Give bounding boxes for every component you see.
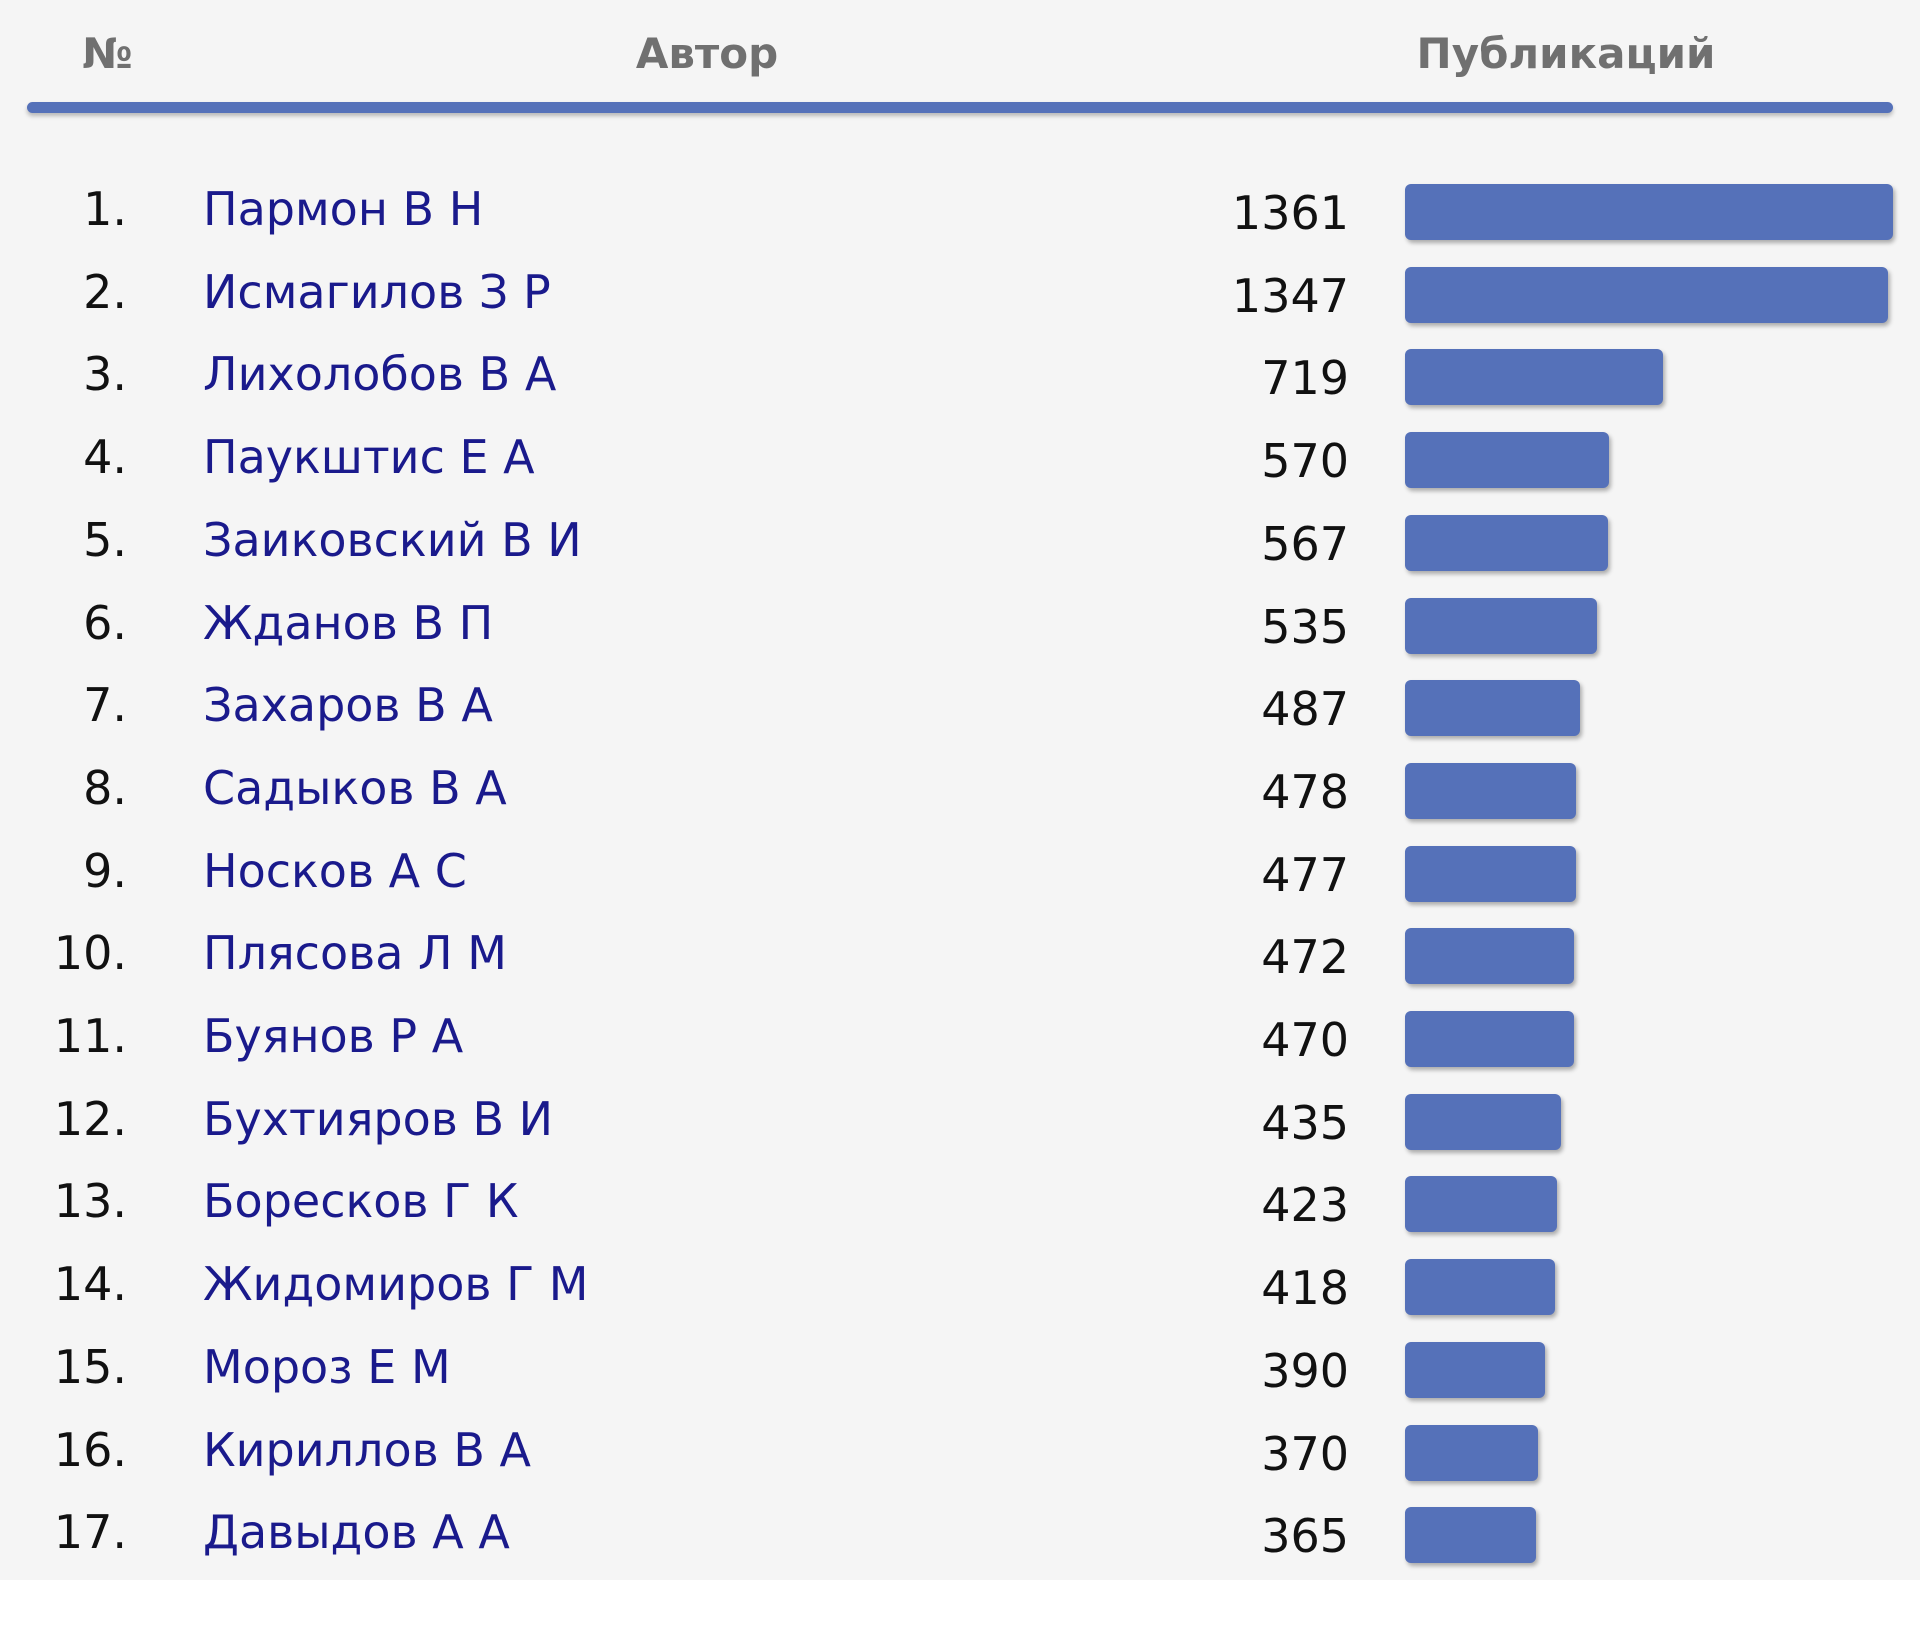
author-link[interactable]: Боресков Г К	[203, 1174, 519, 1229]
publication-bar	[1405, 1093, 1561, 1150]
rank-number: 11.	[53, 1009, 127, 1063]
publication-bar	[1405, 432, 1609, 489]
table-row: 15. Мороз Е М 390	[0, 1326, 1920, 1408]
table-row: 10. Плясова Л М 472	[0, 912, 1920, 994]
column-header-author: Автор	[635, 29, 779, 78]
table-row: 14. Жидомиров Г М 418	[0, 1243, 1920, 1325]
rank-number: 13.	[53, 1174, 127, 1229]
publication-bar	[1405, 184, 1893, 240]
author-link[interactable]: Исмагилов З Р	[203, 264, 551, 319]
publication-bar	[1405, 1507, 1536, 1564]
table-row: 7. Захаров В А 487	[0, 664, 1920, 746]
author-link[interactable]: Буянов Р А	[203, 1009, 464, 1063]
publication-count: 535	[1261, 599, 1349, 654]
publication-bar	[1405, 762, 1576, 819]
rank-number: 12.	[53, 1091, 127, 1146]
publication-bar	[1405, 514, 1608, 571]
publication-bar	[1405, 1011, 1574, 1067]
author-link[interactable]: Жидомиров Г М	[203, 1257, 589, 1312]
table-row: 1. Пармон В Н 1361	[0, 168, 1920, 250]
author-link[interactable]: Плясова Л М	[203, 926, 507, 981]
rank-number: 3.	[83, 347, 127, 402]
publications-panel: № Автор Публикаций 1. Пармон В Н 1361 2. Исм…	[0, 29, 1920, 1573]
rank-number: 15.	[53, 1339, 127, 1394]
table-row: 3. Лихолобов В А 719	[0, 333, 1920, 415]
publication-bar	[1405, 266, 1888, 323]
publication-bar	[1405, 1424, 1538, 1481]
publication-count: 423	[1261, 1178, 1349, 1233]
rank-number: 5.	[83, 512, 127, 567]
author-link[interactable]: Пармон В Н	[203, 182, 484, 236]
rank-number: 8.	[83, 760, 127, 815]
author-link[interactable]: Кириллов В А	[203, 1422, 531, 1477]
publication-count: 472	[1261, 930, 1349, 985]
table-row: 13. Боресков Г К 423	[0, 1160, 1920, 1242]
rank-number: 4.	[83, 430, 127, 485]
author-link[interactable]: Заиковский В И	[203, 512, 582, 567]
table-row: 2. Исмагилов З Р 1347	[0, 251, 1920, 333]
table-row: 9. Носков А С 477	[0, 830, 1920, 912]
author-link[interactable]: Захаров В А	[203, 678, 493, 733]
publication-count: 719	[1261, 351, 1349, 406]
author-link[interactable]: Садыков В А	[203, 760, 507, 815]
publication-bar	[1405, 680, 1580, 737]
rank-number: 9.	[83, 843, 127, 898]
publication-bar	[1405, 1259, 1555, 1316]
rank-number: 7.	[83, 678, 127, 733]
publication-bar	[1405, 845, 1576, 902]
publication-count: 435	[1261, 1095, 1349, 1150]
table-row: 6. Жданов В П 535	[0, 582, 1920, 664]
table-row: 4. Паукштис Е А 570	[0, 416, 1920, 498]
publication-bar	[1405, 349, 1663, 406]
publication-count: 1347	[1231, 268, 1349, 323]
publication-count: 418	[1261, 1261, 1349, 1316]
author-link[interactable]: Лихолобов В А	[203, 347, 557, 402]
publication-count: 478	[1261, 764, 1349, 819]
publication-bar	[1405, 597, 1597, 654]
table-row: 12. Бухтияров В И 435	[0, 1078, 1920, 1160]
publication-count: 390	[1261, 1343, 1349, 1398]
publication-count: 477	[1261, 847, 1349, 902]
rank-number: 16.	[53, 1422, 127, 1477]
author-link[interactable]: Мороз Е М	[203, 1339, 451, 1394]
table-row: 16. Кириллов В А 370	[0, 1409, 1920, 1491]
table-row: 17. Давыдов А А 365	[0, 1491, 1920, 1573]
publication-count: 487	[1261, 682, 1349, 737]
rank-number: 14.	[53, 1257, 127, 1312]
publication-count: 370	[1261, 1426, 1349, 1481]
author-link[interactable]: Носков А С	[203, 843, 467, 898]
author-link[interactable]: Бухтияров В И	[203, 1091, 554, 1146]
rank-number: 2.	[83, 264, 127, 319]
publication-count: 570	[1261, 434, 1349, 489]
column-header-publications: Публикаций	[1416, 29, 1716, 78]
publication-count: 470	[1261, 1013, 1349, 1067]
publication-bar	[1405, 1341, 1545, 1398]
rank-number: 10.	[53, 926, 127, 981]
publication-bar	[1405, 1176, 1557, 1233]
author-link[interactable]: Жданов В П	[203, 595, 494, 650]
rank-number: 17.	[53, 1505, 127, 1560]
header-divider	[27, 102, 1893, 113]
column-header-number: №	[82, 29, 133, 78]
rank-number: 1.	[83, 182, 127, 236]
publication-count: 365	[1261, 1509, 1349, 1564]
table-row: 11. Буянов Р А 470	[0, 995, 1920, 1077]
author-link[interactable]: Давыдов А А	[203, 1505, 510, 1560]
publication-count: 1361	[1231, 186, 1349, 240]
author-link[interactable]: Паукштис Е А	[203, 430, 535, 485]
publication-bar	[1405, 928, 1574, 985]
publication-count: 567	[1261, 516, 1349, 571]
author-ranking-list: 1. Пармон В Н 1361 2. Исмагилов З Р 1347 3. Лих…	[0, 168, 1920, 1573]
table-row: 5. Заиковский В И 567	[0, 499, 1920, 581]
rank-number: 6.	[83, 595, 127, 650]
table-row: 8. Садыков В А 478	[0, 747, 1920, 829]
